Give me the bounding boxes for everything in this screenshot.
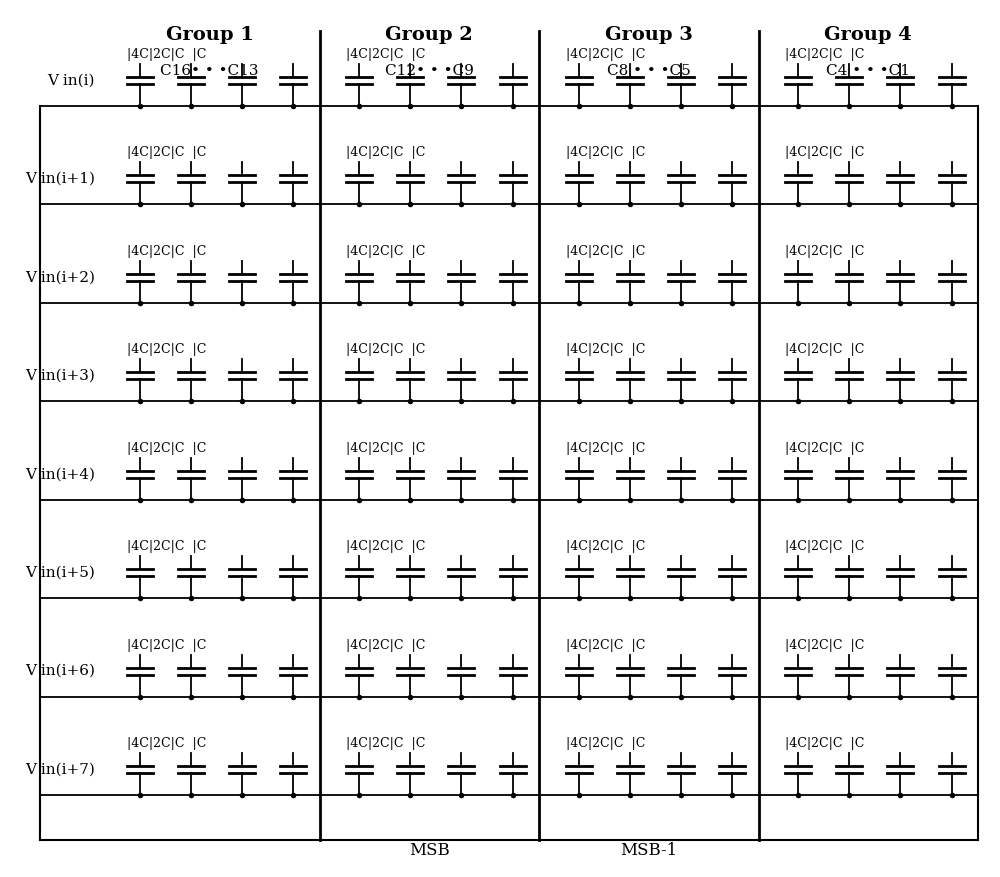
Text: Group 1: Group 1 xyxy=(166,26,254,44)
Text: |4C|2C|C  |C: |4C|2C|C |C xyxy=(785,146,864,160)
Text: |4C|2C|C  |C: |4C|2C|C |C xyxy=(785,442,864,454)
Text: |4C|2C|C  |C: |4C|2C|C |C xyxy=(566,540,645,553)
Text: |4C|2C|C  |C: |4C|2C|C |C xyxy=(127,638,206,652)
Text: |4C|2C|C  |C: |4C|2C|C |C xyxy=(785,540,864,553)
Text: |4C|2C|C  |C: |4C|2C|C |C xyxy=(566,146,645,160)
Text: |4C|2C|C  |C: |4C|2C|C |C xyxy=(785,245,864,258)
Text: |4C|2C|C  |C: |4C|2C|C |C xyxy=(127,48,206,61)
Text: V in(i+4): V in(i+4) xyxy=(25,467,95,481)
Text: |4C|2C|C  |C: |4C|2C|C |C xyxy=(127,343,206,356)
Text: Group 2: Group 2 xyxy=(385,26,473,44)
Text: |4C|2C|C  |C: |4C|2C|C |C xyxy=(785,48,864,61)
Text: |4C|2C|C  |C: |4C|2C|C |C xyxy=(346,540,425,553)
Text: |4C|2C|C  |C: |4C|2C|C |C xyxy=(566,737,645,750)
Text: |4C|2C|C  |C: |4C|2C|C |C xyxy=(346,737,425,750)
Text: V in(i+7): V in(i+7) xyxy=(25,762,95,776)
Text: |4C|2C|C  |C: |4C|2C|C |C xyxy=(566,48,645,61)
Text: V in(i+3): V in(i+3) xyxy=(25,369,95,382)
Text: |4C|2C|C  |C: |4C|2C|C |C xyxy=(566,442,645,454)
Text: V in(i+6): V in(i+6) xyxy=(25,664,95,678)
Text: V in(i+1): V in(i+1) xyxy=(25,172,95,186)
Text: |4C|2C|C  |C: |4C|2C|C |C xyxy=(346,48,425,61)
Text: |4C|2C|C  |C: |4C|2C|C |C xyxy=(785,638,864,652)
Text: |4C|2C|C  |C: |4C|2C|C |C xyxy=(346,343,425,356)
Text: C4 • • •C1: C4 • • •C1 xyxy=(826,64,910,78)
Text: |4C|2C|C  |C: |4C|2C|C |C xyxy=(785,737,864,750)
Text: C16• • •C13: C16• • •C13 xyxy=(160,64,259,78)
Text: |4C|2C|C  |C: |4C|2C|C |C xyxy=(346,638,425,652)
Text: C12• • •C9: C12• • •C9 xyxy=(385,64,474,78)
Text: |4C|2C|C  |C: |4C|2C|C |C xyxy=(346,146,425,160)
Text: V in(i+2): V in(i+2) xyxy=(25,270,95,284)
Text: Group 3: Group 3 xyxy=(605,26,693,44)
Text: |4C|2C|C  |C: |4C|2C|C |C xyxy=(346,245,425,258)
Text: MSB-1: MSB-1 xyxy=(620,842,677,859)
Text: |4C|2C|C  |C: |4C|2C|C |C xyxy=(127,146,206,160)
Text: |4C|2C|C  |C: |4C|2C|C |C xyxy=(346,442,425,454)
Text: |4C|2C|C  |C: |4C|2C|C |C xyxy=(127,245,206,258)
Text: MSB: MSB xyxy=(409,842,450,859)
Text: |4C|2C|C  |C: |4C|2C|C |C xyxy=(127,737,206,750)
Text: C8 • • •C5: C8 • • •C5 xyxy=(607,64,691,78)
Text: Group 4: Group 4 xyxy=(824,26,912,44)
Text: |4C|2C|C  |C: |4C|2C|C |C xyxy=(566,245,645,258)
Text: |4C|2C|C  |C: |4C|2C|C |C xyxy=(127,442,206,454)
Text: |4C|2C|C  |C: |4C|2C|C |C xyxy=(785,343,864,356)
Text: |4C|2C|C  |C: |4C|2C|C |C xyxy=(127,540,206,553)
Text: |4C|2C|C  |C: |4C|2C|C |C xyxy=(566,638,645,652)
Text: V in(i+5): V in(i+5) xyxy=(25,566,95,580)
Text: |4C|2C|C  |C: |4C|2C|C |C xyxy=(566,343,645,356)
Text: V in(i): V in(i) xyxy=(48,74,95,88)
